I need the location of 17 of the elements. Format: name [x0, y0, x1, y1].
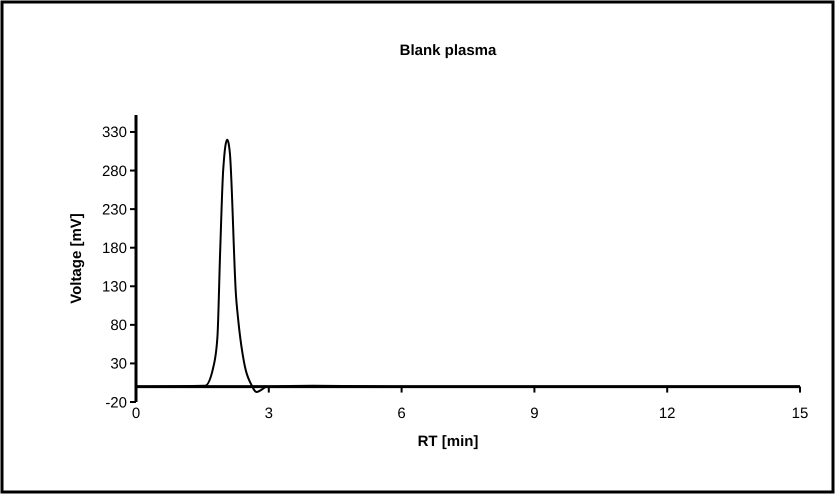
y-tick-label: 30: [110, 356, 127, 373]
x-tick-label: 6: [397, 405, 406, 422]
y-axis-title: Voltage [mV]: [68, 213, 85, 304]
y-tick-label: 280: [102, 162, 127, 180]
x-axis-title: RT [min]: [418, 433, 478, 450]
y-tick-label: 180: [102, 240, 127, 257]
y-tick-label: 230: [102, 201, 127, 218]
x-tick-label: 12: [658, 405, 676, 422]
y-tick-label: 80: [110, 317, 127, 334]
chart-title: Blank plasma: [400, 42, 498, 59]
x-tick-label: 3: [264, 405, 273, 422]
y-tick-label: 130: [102, 278, 127, 296]
x-tick-label: 0: [132, 405, 140, 422]
y-tick-label: -20: [105, 394, 127, 412]
x-tick-label: 15: [792, 405, 808, 422]
x-tick-label: 9: [530, 405, 539, 422]
y-tick-label: 330: [102, 124, 127, 142]
